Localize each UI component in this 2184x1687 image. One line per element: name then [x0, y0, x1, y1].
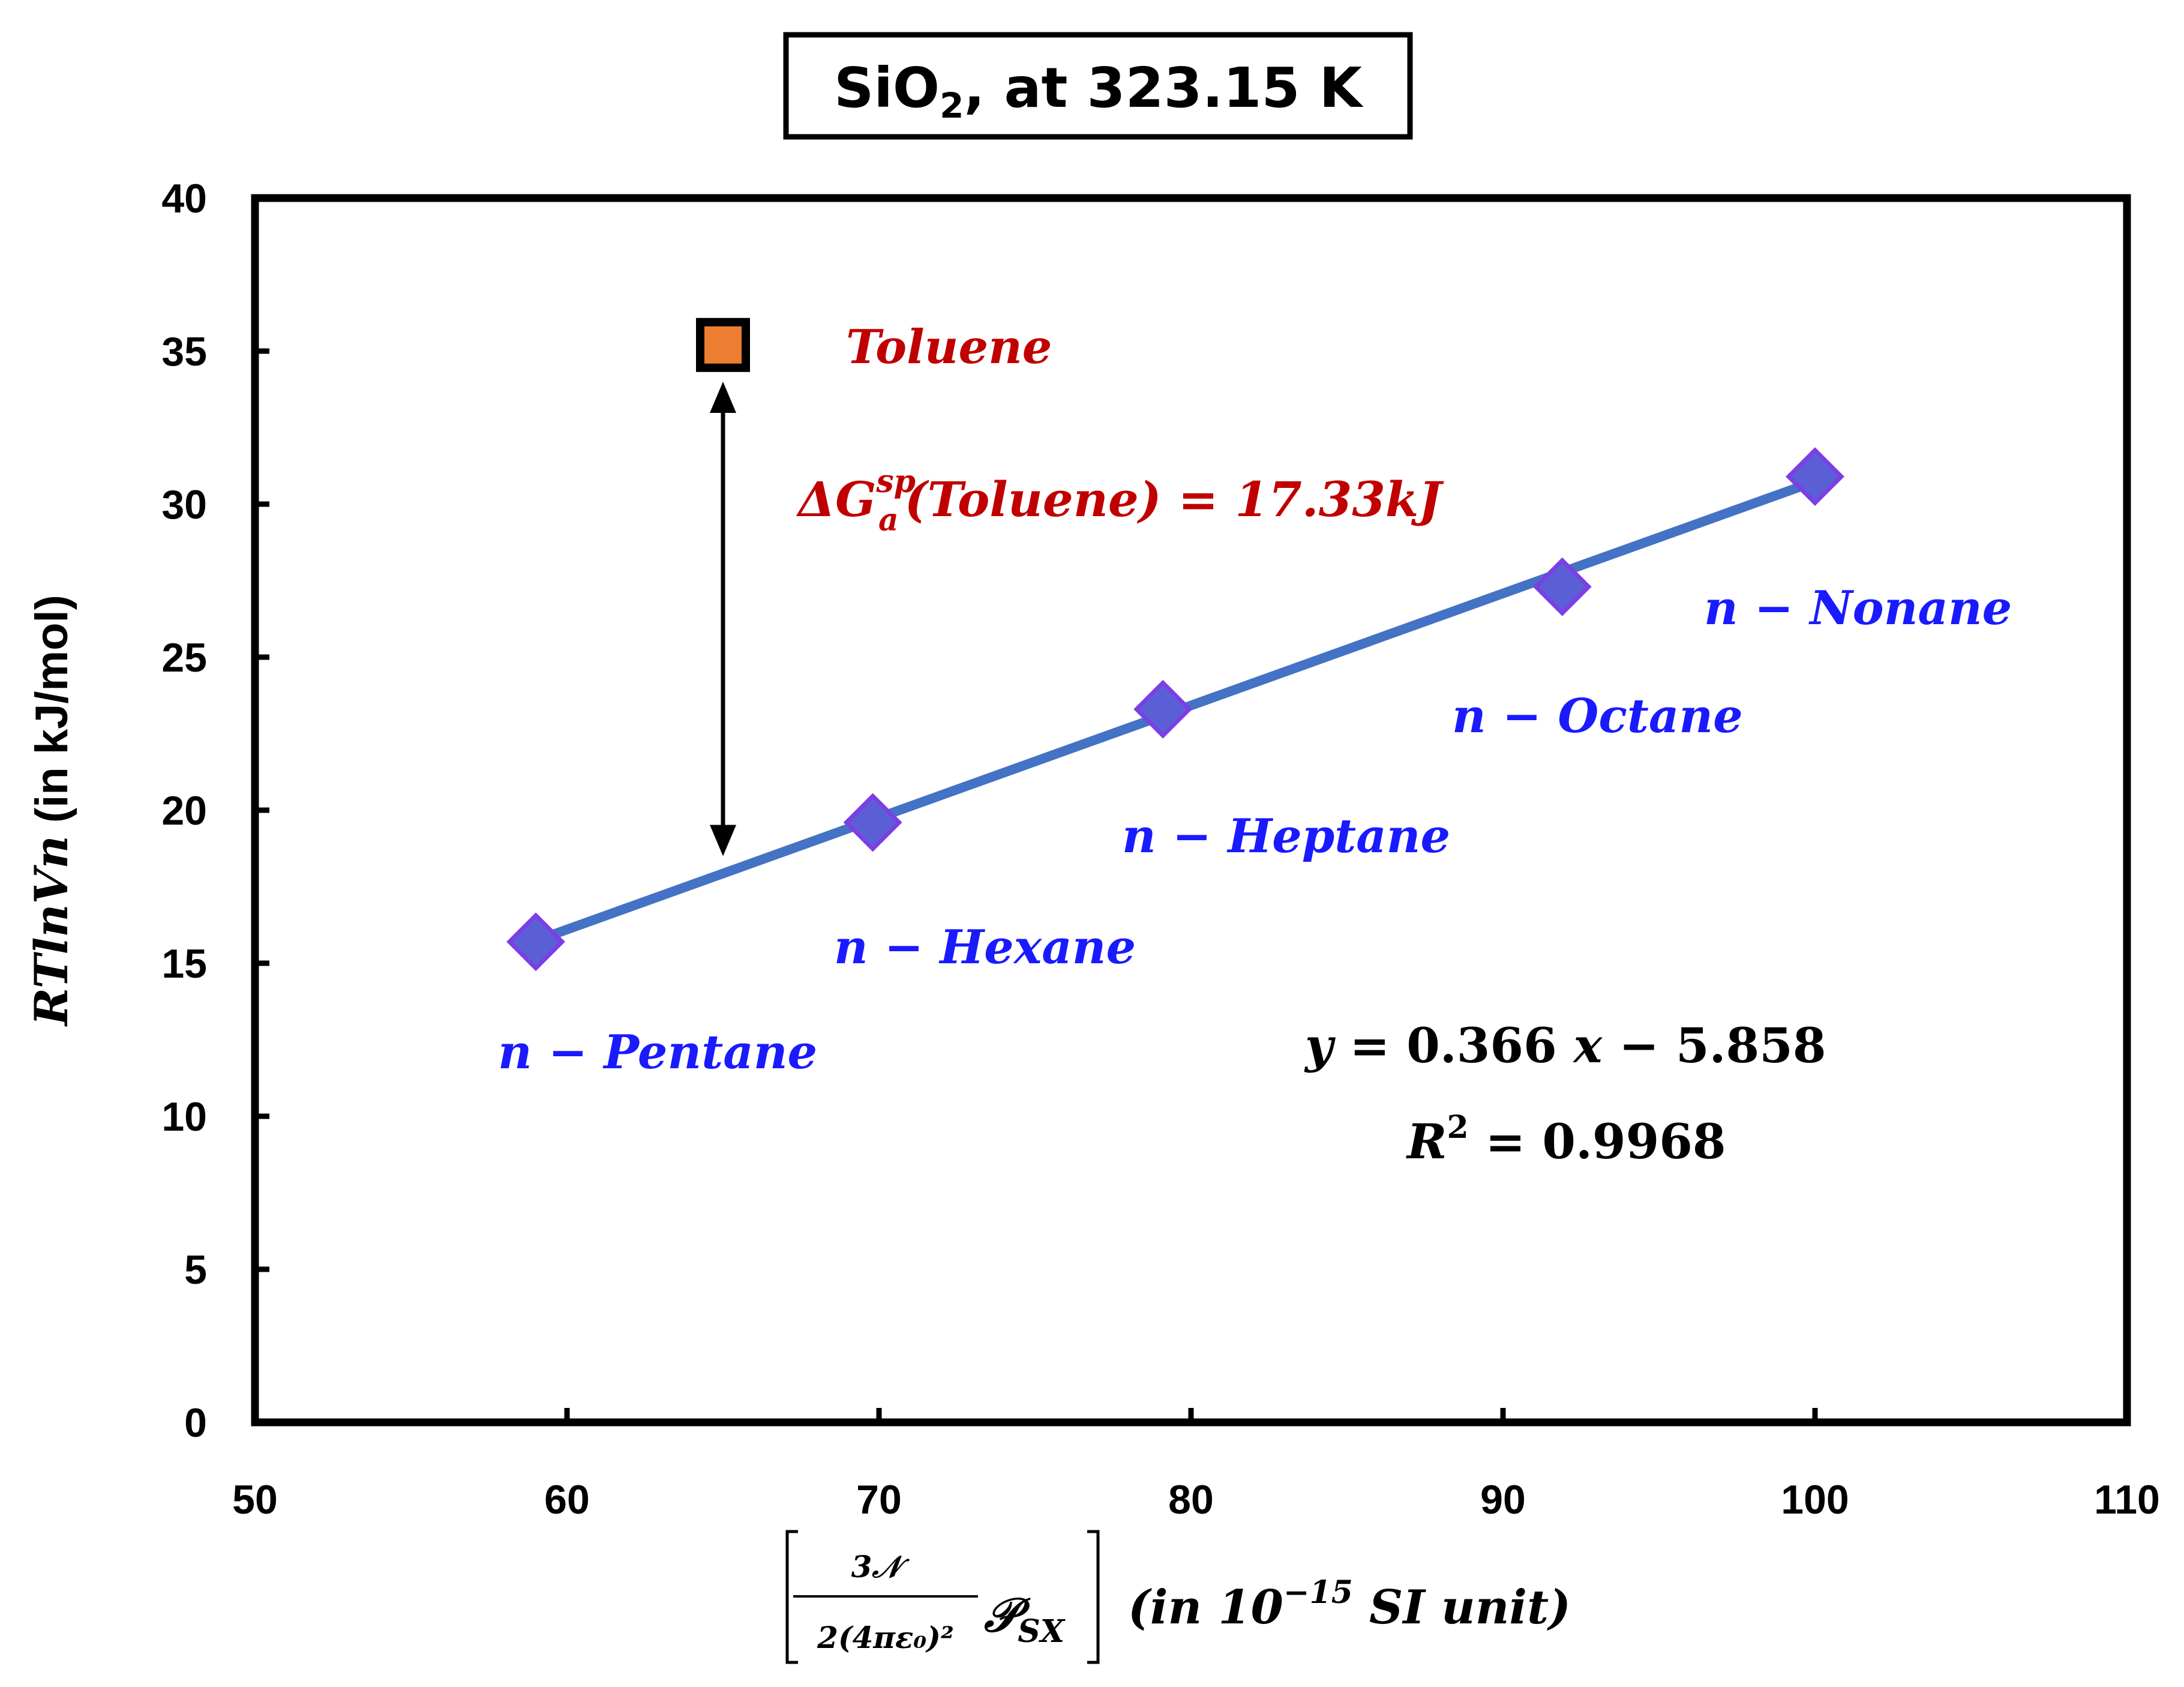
delta-g-annotation: ΔGsp a (Toluene) = 17.33kJ [796, 463, 1444, 538]
point-label: n − Octane [1452, 689, 1743, 744]
x-label-unit-post: SI unit) [1353, 1580, 1571, 1635]
point-labels: n − Pentane n − Hexane n − Heptane n − Octa… [498, 320, 2012, 1080]
data-point-diamond [843, 793, 902, 852]
y-axis-label-italic: RTlnVn [25, 835, 78, 1027]
y-tick-label: 10 [161, 1094, 207, 1140]
y-tick-label: 30 [161, 482, 207, 528]
svg-text:(in 10−15 SI unit): (in 10−15 SI unit) [1128, 1574, 1571, 1635]
data-points [506, 317, 1844, 972]
point-label-toluene: Toluene [846, 320, 1052, 374]
y-tick-label: 15 [161, 941, 207, 987]
x-tick-label: 110 [2094, 1477, 2160, 1523]
delta-g-symbol: ΔG [796, 471, 876, 528]
point-label: n − Hexane [834, 920, 1136, 975]
annotation-arrow-head-bottom [710, 825, 736, 856]
x-tick-label: 60 [544, 1477, 590, 1523]
title-rest: , at 323.15 K [964, 56, 1364, 120]
data-point-diamond [1786, 447, 1844, 507]
data-point-diamond [1133, 679, 1193, 739]
eq-mid: = 0.366 [1333, 1017, 1573, 1074]
y-axis-label: RTlnVn (in kJ/mol) [25, 595, 78, 1027]
x-label-frac-den: 2(4πε₀)² [817, 1620, 954, 1655]
svg-text:𝒫SX: 𝒫SX [984, 1588, 1066, 1650]
x-tick-label: 100 [1781, 1477, 1849, 1523]
y-tick-label: 25 [161, 635, 207, 681]
x-label-symbol-sub: SX [1018, 1613, 1066, 1650]
data-point-diamond [1532, 557, 1592, 616]
x-label-frac-num: 3𝒩 [851, 1549, 910, 1584]
y-tick-label: 35 [161, 329, 207, 374]
x-axis-label: 3𝒩 2(4πε₀)² 𝒫SX (in 10−15 SI unit) [785, 1530, 1571, 1664]
x-tick-label: 80 [1168, 1477, 1214, 1523]
r2-r: R [1406, 1113, 1447, 1170]
r2-sup: 2 [1447, 1109, 1468, 1146]
plot-area-frame [251, 194, 2131, 1427]
svg-text:SiO2, at 323.15 K: SiO2, at 323.15 K [834, 56, 1364, 126]
r2-eq: = 0.9968 [1469, 1113, 1726, 1170]
y-tick-label: 40 [161, 176, 207, 221]
title-subscript: 2 [940, 85, 964, 126]
delta-g-text: (Toluene) = 17.33kJ [905, 471, 1445, 528]
chart-title: SiO2, at 323.15 K [783, 32, 1413, 140]
x-label-unit-exp: −15 [1283, 1574, 1353, 1611]
x-tick-label: 90 [1480, 1477, 1526, 1523]
r-squared: R2 = 0.9968 [1406, 1109, 1726, 1170]
data-point-square [696, 317, 750, 372]
delta-g-sup: sp [875, 463, 916, 500]
point-label: n − Heptane [1122, 809, 1450, 864]
annotation-arrow-group [710, 382, 736, 856]
eq-y: y [1304, 1017, 1336, 1074]
point-label: n − Nonane [1704, 581, 2012, 636]
y-axis-label-rest: (in kJ/mol) [26, 595, 77, 835]
x-label-unit-pre: (in 10 [1128, 1580, 1283, 1635]
axis-ticks: 50 60 70 80 90 100 110 0 5 10 15 20 25 30 35 40 [161, 176, 2159, 1523]
x-tick-label: 50 [232, 1477, 278, 1523]
delta-g-sub: a [878, 502, 899, 538]
point-label: n − Pentane [498, 1025, 817, 1080]
y-tick-label: 5 [184, 1247, 207, 1293]
eq-x: x [1573, 1017, 1603, 1074]
fit-equation: y = 0.366 x − 5.858 [1304, 1017, 1826, 1074]
eq-rest: − 5.858 [1602, 1017, 1826, 1074]
x-tick-label: 70 [856, 1477, 902, 1523]
annotation-arrow-head-top [710, 382, 736, 413]
y-tick-label: 0 [184, 1400, 207, 1446]
data-point-diamond [506, 912, 565, 972]
title-main: SiO [834, 56, 940, 120]
y-tick-label: 20 [161, 788, 207, 834]
